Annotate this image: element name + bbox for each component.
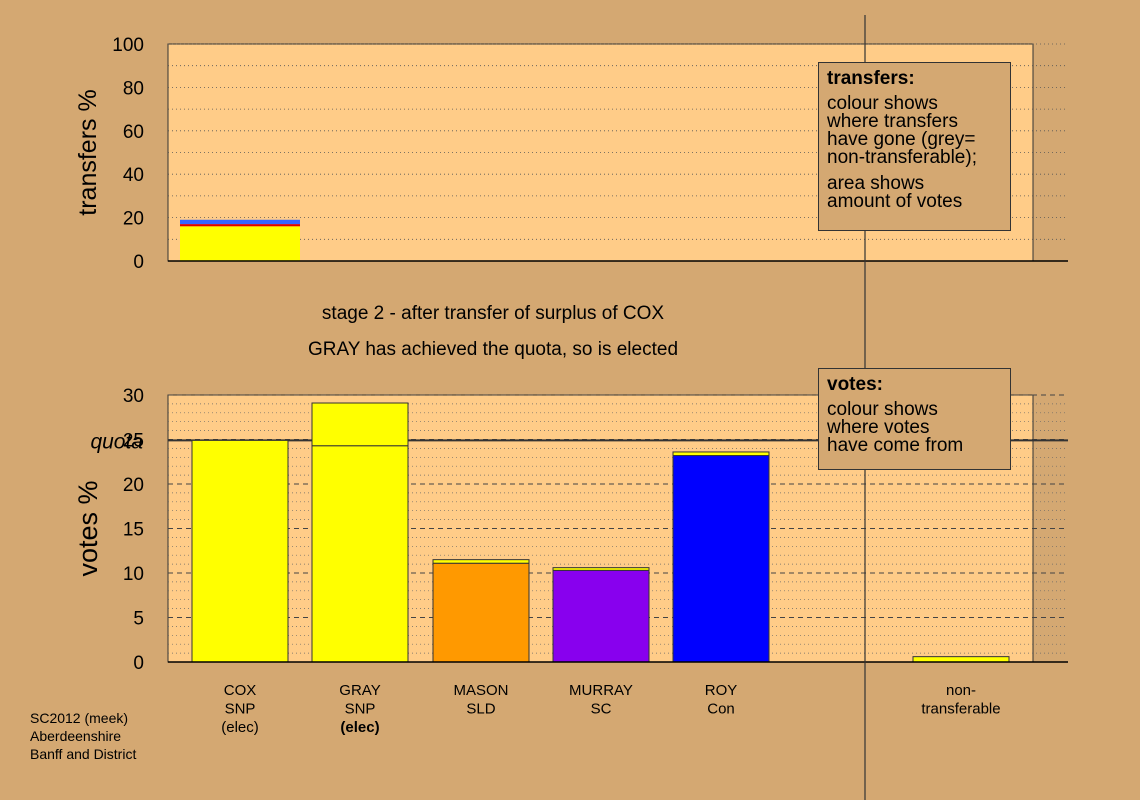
category-label: SNP bbox=[225, 701, 256, 718]
votes-bar-segment bbox=[432, 562, 530, 663]
transfers-legend-line: non-transferable); bbox=[827, 147, 977, 168]
transfers-bar-segment bbox=[180, 226, 300, 261]
votes-bar-segment bbox=[912, 656, 1010, 663]
transfers-legend-line: have gone (grey= bbox=[827, 129, 976, 150]
votes-bar-segment bbox=[552, 569, 650, 663]
votes-legend-line: have come from bbox=[827, 435, 964, 456]
category-label: MURRAY bbox=[569, 682, 633, 699]
transfers-y-tick-label: 60 bbox=[123, 122, 144, 143]
category-label: non- bbox=[946, 682, 976, 699]
votes-bar-segment bbox=[191, 439, 289, 663]
transfers-y-axis-label: transfers % bbox=[74, 89, 102, 215]
votes-bar-segment bbox=[432, 559, 530, 564]
category-label: (elec) bbox=[340, 719, 379, 736]
category-label: Con bbox=[707, 701, 735, 718]
votes-bar-segment bbox=[552, 567, 650, 571]
votes-y-tick-label: 5 bbox=[133, 609, 144, 630]
footer-line: SC2012 (meek) bbox=[30, 710, 129, 726]
category-label: MASON bbox=[453, 682, 508, 699]
category-label: (elec) bbox=[221, 719, 259, 736]
transfers-y-tick-label: 100 bbox=[112, 35, 144, 56]
elected-caption: GRAY has achieved the quota, so is elect… bbox=[307, 339, 679, 360]
votes-bar-segment bbox=[672, 451, 770, 457]
votes-legend-title: votes: bbox=[827, 374, 883, 395]
category-label: GRAY bbox=[339, 682, 380, 699]
votes-legend-line: where votes bbox=[827, 417, 930, 438]
quota-label: quota bbox=[90, 430, 143, 453]
transfers-bar-segment bbox=[180, 219, 300, 225]
footer-info: SC2012 (meek) Aberdeenshire Banff and Di… bbox=[30, 709, 136, 763]
votes-bar-segment bbox=[672, 455, 770, 663]
votes-y-tick-label: 10 bbox=[123, 564, 144, 585]
votes-y-tick-label: 25 bbox=[123, 431, 144, 452]
votes-y-tick-label: 20 bbox=[123, 475, 144, 496]
category-label: ROY bbox=[705, 682, 738, 699]
transfers-legend-line: area shows bbox=[827, 173, 925, 194]
category-label: transferable bbox=[921, 701, 1000, 718]
transfers-y-tick-label: 0 bbox=[133, 252, 144, 273]
transfers-y-tick-label: 80 bbox=[123, 78, 144, 99]
category-label: SC bbox=[591, 701, 612, 718]
transfers-y-tick-label: 20 bbox=[123, 209, 144, 230]
votes-y-axis-label: votes % bbox=[73, 480, 103, 576]
stage-caption: stage 2 - after transfer of surplus of C… bbox=[321, 303, 665, 324]
transfers-legend-line: colour shows bbox=[827, 93, 938, 114]
footer-line: Banff and District bbox=[30, 746, 137, 762]
transfers-legend-line: where transfers bbox=[827, 111, 958, 132]
category-label: SNP bbox=[345, 701, 376, 718]
footer-line: Aberdeenshire bbox=[30, 728, 122, 744]
votes-bar-segment bbox=[311, 402, 409, 447]
votes-bar-segment bbox=[311, 445, 409, 663]
category-label: COX bbox=[224, 682, 257, 699]
votes-y-tick-label: 30 bbox=[123, 386, 144, 407]
votes-legend: votes: colour shows where votes have com… bbox=[818, 368, 1011, 470]
votes-y-tick-label: 0 bbox=[133, 653, 144, 674]
category-label: SLD bbox=[466, 701, 495, 718]
votes-y-tick-label: 15 bbox=[123, 520, 144, 541]
votes-legend-line: colour shows bbox=[827, 399, 938, 420]
transfers-bar-segment bbox=[180, 224, 300, 227]
transfers-legend-title: transfers: bbox=[827, 68, 915, 89]
transfers-legend: transfers: colour shows where transfers … bbox=[818, 62, 1011, 231]
transfers-legend-line: amount of votes bbox=[827, 191, 963, 212]
transfers-y-tick-label: 40 bbox=[123, 165, 144, 186]
